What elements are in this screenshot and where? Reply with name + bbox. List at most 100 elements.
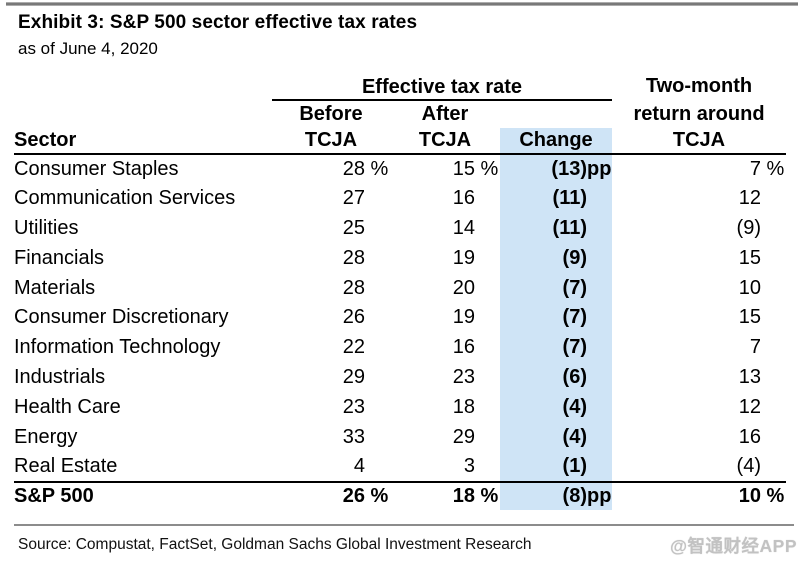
cell-value: 27 bbox=[342, 187, 365, 210]
before-value-cell: 26 bbox=[272, 303, 390, 333]
cell-value: 29 bbox=[342, 365, 365, 388]
before-value-cell: 27 bbox=[272, 184, 390, 214]
ret-value-cell: 16 bbox=[612, 422, 786, 452]
cell-unit-suffix: pp bbox=[587, 157, 612, 180]
cell-value: 19 bbox=[452, 246, 475, 269]
cell-value: 7 bbox=[749, 157, 761, 180]
after-value-cell: 19 bbox=[390, 303, 500, 333]
cell-value: 15 bbox=[738, 246, 761, 269]
ret-value-cell: 7 % bbox=[612, 154, 786, 184]
cell-value: 25 bbox=[342, 216, 365, 239]
cell-value: 15 bbox=[452, 157, 475, 180]
cell-value: (7) bbox=[562, 336, 587, 359]
table-row: Health Care 23 18 (4) 12 bbox=[14, 392, 786, 423]
after-value-cell: 19 bbox=[390, 243, 500, 273]
sector-cell: Industrials bbox=[14, 365, 106, 388]
cell-value: 23 bbox=[342, 395, 365, 418]
cell-value: 12 bbox=[738, 395, 761, 418]
cell-value: (7) bbox=[562, 276, 587, 299]
cell-value: (8) bbox=[562, 484, 587, 507]
before-value-cell: 25 bbox=[272, 214, 390, 244]
after-value-cell: 15 % bbox=[390, 154, 500, 184]
group-header-row: Effective tax rate Two-month bbox=[14, 75, 786, 101]
cell-value: 12 bbox=[738, 187, 761, 210]
cell-value: 13 bbox=[738, 365, 761, 388]
after-header-line1: After bbox=[421, 103, 469, 125]
two-month-header-line1: Two-month bbox=[645, 75, 753, 97]
table-row: Information Technology 22 16 (7) 7 bbox=[14, 332, 786, 363]
ret-value-cell: 10 bbox=[612, 273, 786, 303]
cell-value: 22 bbox=[342, 336, 365, 359]
change-value-cell: (9) bbox=[500, 243, 612, 274]
cell-value: 15 bbox=[738, 306, 761, 329]
bottom-rule bbox=[14, 524, 794, 526]
sector-cell: Utilities bbox=[14, 216, 79, 239]
cell-unit-suffix: pp bbox=[587, 484, 612, 507]
cell-unit-suffix: % bbox=[365, 484, 389, 507]
after-value-cell: 20 bbox=[390, 273, 500, 303]
cell-value: 10 bbox=[738, 484, 761, 507]
tax-rate-table: Effective tax rate Two-month Before Afte… bbox=[14, 76, 786, 510]
cell-value: 14 bbox=[452, 216, 475, 239]
cell-value: 23 bbox=[452, 365, 475, 388]
ret-value-cell: 15 bbox=[612, 243, 786, 273]
cell-value: (9) bbox=[562, 246, 587, 269]
sector-cell: Real Estate bbox=[14, 454, 118, 477]
before-value-cell: 29 bbox=[272, 363, 390, 393]
cell-value: 26 bbox=[342, 484, 365, 507]
change-value-cell: (11) bbox=[500, 183, 612, 214]
cell-value: 3 bbox=[463, 454, 475, 477]
ret-value-cell: (4) bbox=[612, 452, 786, 482]
watermark: @智通财经APP bbox=[669, 536, 797, 556]
change-value-cell: (13)pp bbox=[500, 154, 612, 184]
after-value-cell: 16 bbox=[390, 333, 500, 363]
cell-value: 4 bbox=[353, 454, 365, 477]
cell-unit-suffix: % bbox=[761, 157, 785, 180]
before-value-cell: 22 bbox=[272, 333, 390, 363]
after-value-cell: 14 bbox=[390, 214, 500, 244]
cell-unit-suffix: % bbox=[365, 157, 389, 180]
ret-value-cell: 15 bbox=[612, 303, 786, 333]
cell-value: (11) bbox=[552, 187, 587, 210]
table-row: Consumer Staples 28 % 15 % (13)pp 7 % bbox=[14, 154, 786, 184]
cell-value: (4) bbox=[736, 454, 761, 477]
cell-unit-suffix: % bbox=[475, 484, 499, 507]
source-note: Source: Compustat, FactSet, Goldman Sach… bbox=[18, 536, 532, 553]
ret-value-cell: 13 bbox=[612, 363, 786, 393]
table-row: Communication Services 27 16 (11) 12 bbox=[14, 183, 786, 214]
change-value-cell: (7) bbox=[500, 332, 612, 363]
subheader-row-2: Sector TCJA TCJA Change TCJA bbox=[14, 128, 786, 155]
effective-tax-rate-group-header: Effective tax rate bbox=[272, 76, 612, 101]
table-body: Consumer Staples 28 % 15 % (13)pp 7 % Communi… bbox=[14, 154, 786, 482]
cell-value: (6) bbox=[562, 365, 587, 388]
table-row: Materials 28 20 (7) 10 bbox=[14, 273, 786, 303]
sector-cell: Materials bbox=[14, 276, 96, 299]
cell-value: 33 bbox=[342, 425, 365, 448]
sector-cell: S&P 500 bbox=[14, 480, 272, 510]
after-value-cell: 16 bbox=[390, 184, 500, 214]
table-row: Utilities 25 14 (11) (9) bbox=[14, 213, 786, 244]
table-header: Effective tax rate Two-month Before Afte… bbox=[14, 75, 786, 155]
empty-cell bbox=[14, 100, 272, 128]
after-value-cell: 18 % bbox=[390, 480, 500, 510]
exhibit-title: Exhibit 3: S&P 500 sector effective tax … bbox=[18, 12, 418, 33]
table-footer: S&P 500 26 % 18 % (8)pp 10 % bbox=[14, 480, 786, 510]
before-value-cell: 28 bbox=[272, 273, 390, 303]
change-value-cell: (7) bbox=[500, 302, 612, 333]
sector-cell: Financials bbox=[14, 246, 105, 269]
cell-value: 28 bbox=[342, 157, 365, 180]
sector-cell: Consumer Discretionary bbox=[14, 306, 229, 329]
cell-value: (4) bbox=[562, 395, 587, 418]
change-value-cell: (8)pp bbox=[500, 480, 612, 510]
cell-value: 18 bbox=[452, 395, 475, 418]
sector-cell: Consumer Staples bbox=[14, 157, 179, 180]
cell-value: 26 bbox=[342, 306, 365, 329]
exhibit-subtitle: as of June 4, 2020 bbox=[18, 39, 158, 58]
before-header-line1: Before bbox=[299, 103, 363, 125]
before-value-cell: 23 bbox=[272, 392, 390, 422]
cell-value: (9) bbox=[736, 216, 761, 239]
cell-value: 16 bbox=[452, 336, 475, 359]
two-month-header-line3: TCJA bbox=[612, 128, 786, 155]
ret-value-cell: 12 bbox=[612, 392, 786, 422]
